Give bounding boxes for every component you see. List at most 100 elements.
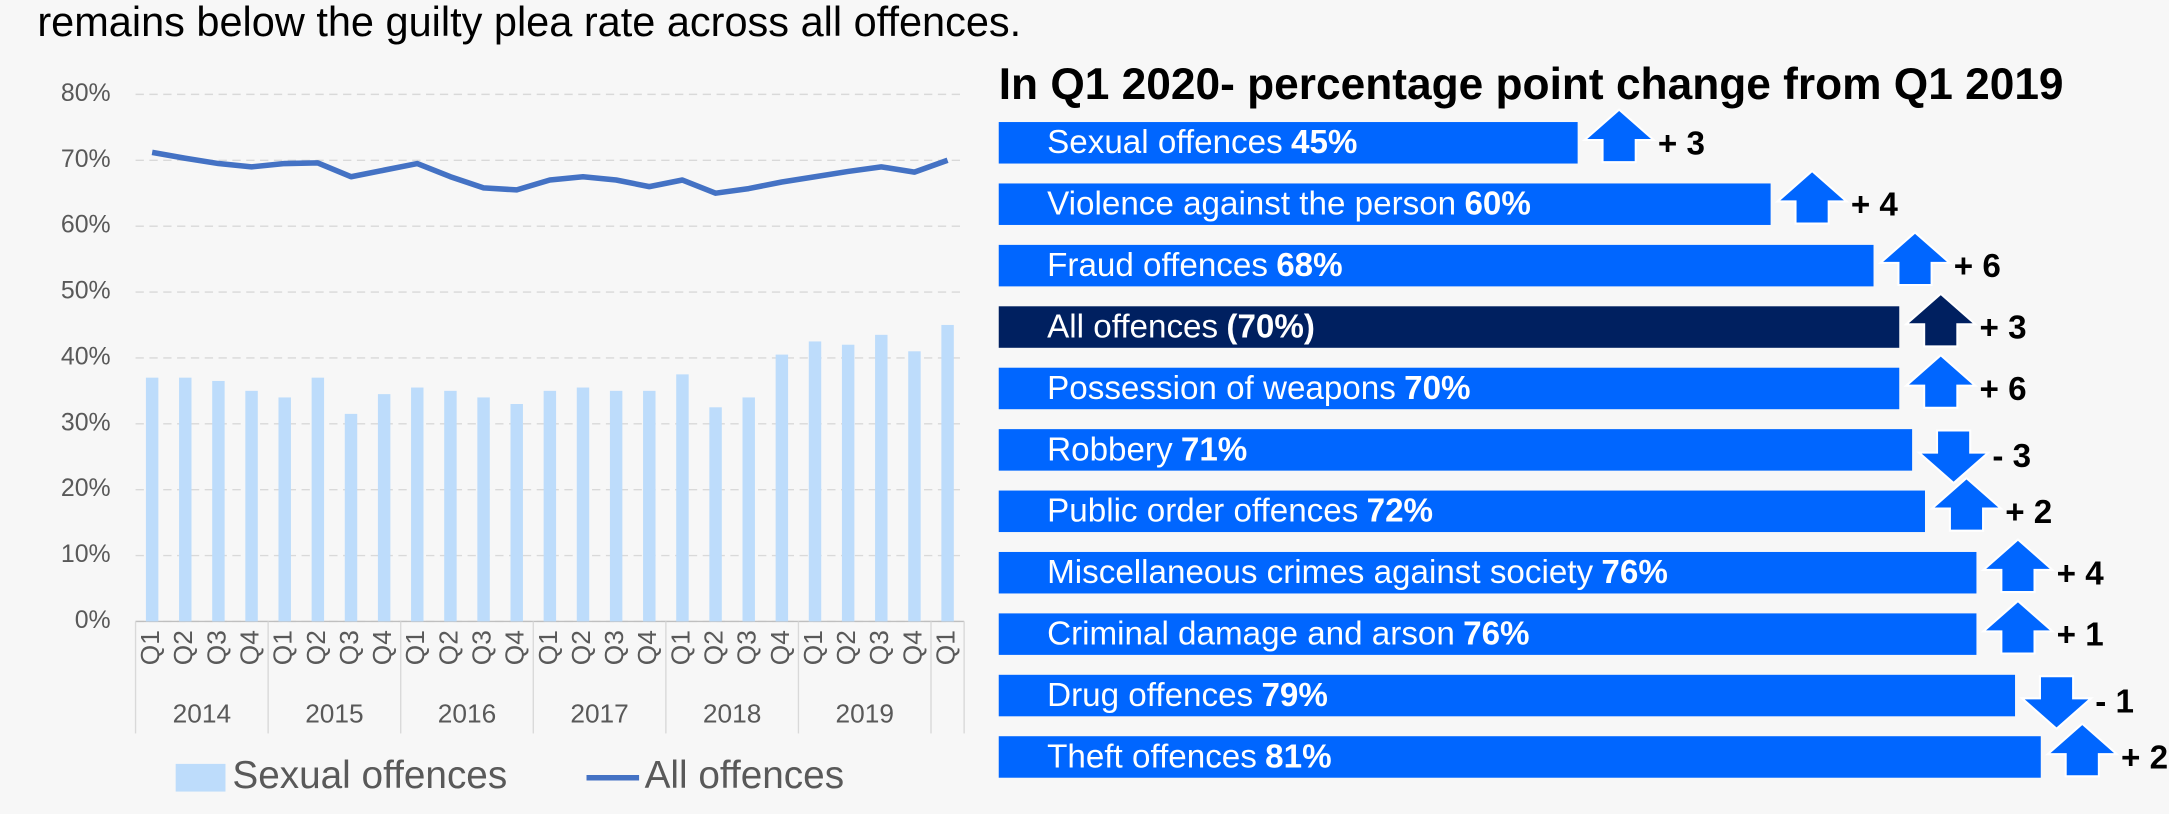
bar-label: Theft offences 81% xyxy=(1047,738,1331,775)
y-tick-label: 40% xyxy=(61,342,111,370)
bar xyxy=(311,377,325,622)
x-tick-label: Q2 xyxy=(831,630,861,665)
y-tick-label: 70% xyxy=(61,145,111,173)
bar-category: Sexual offences xyxy=(1047,124,1283,161)
x-tick-label: Q3 xyxy=(732,630,762,665)
x-tick-label: Q4 xyxy=(500,630,530,665)
up-arrow xyxy=(1877,231,1953,287)
bar xyxy=(841,344,855,622)
bar xyxy=(998,122,1578,164)
bar-category: Theft offences xyxy=(1047,738,1257,775)
bar xyxy=(344,413,358,622)
bar-category: Robbery xyxy=(1047,431,1173,468)
x-tick-label: Q3 xyxy=(201,630,231,665)
x-tick-label: Q1 xyxy=(400,630,430,665)
bar xyxy=(808,341,822,622)
x-group-label: 2014 xyxy=(173,698,231,728)
x-tick-label: Q1 xyxy=(533,630,563,665)
bar-value: 76% xyxy=(1463,615,1529,652)
up-arrow xyxy=(1929,476,2004,532)
bar-value: 79% xyxy=(1261,677,1327,714)
bar xyxy=(676,374,689,622)
bar xyxy=(998,183,1771,225)
bar-label: All offences (70%) xyxy=(1047,308,1315,345)
bar xyxy=(245,390,258,622)
x-tick-label: Q4 xyxy=(632,630,662,665)
bar xyxy=(709,407,722,622)
bar xyxy=(775,354,789,622)
down-arrow xyxy=(1916,429,1991,485)
x-tick-label: Q3 xyxy=(864,630,894,665)
x-tick-label: Q1 xyxy=(798,630,828,665)
bar xyxy=(212,380,225,622)
bar-value: 71% xyxy=(1181,431,1247,468)
y-tick-label: 30% xyxy=(61,408,111,436)
x-tick-label: Q4 xyxy=(897,630,927,665)
up-arrow xyxy=(1903,292,1979,348)
bar-category: Drug offences xyxy=(1047,677,1253,714)
bar xyxy=(875,334,888,622)
bar xyxy=(998,613,1977,655)
bar-category: Possession of weapons xyxy=(1047,370,1396,407)
y-tick-label: 80% xyxy=(61,79,111,107)
up-arrow xyxy=(1774,169,1850,225)
change-label: + 2 xyxy=(2121,740,2168,777)
x-group-label: 2018 xyxy=(703,698,761,728)
change-label: + 4 xyxy=(2057,555,2105,592)
down-arrow xyxy=(2019,675,2094,731)
bar-label: Criminal damage and arson 76% xyxy=(1047,615,1529,652)
bar xyxy=(998,490,1925,533)
x-group-label: 2016 xyxy=(438,698,496,728)
bar-value: (70%) xyxy=(1226,308,1315,345)
x-tick-label: Q4 xyxy=(235,630,265,665)
change-label: + 3 xyxy=(1658,125,1705,162)
bar xyxy=(998,367,1900,410)
bar-category: All offences xyxy=(1047,308,1218,345)
change-label: - 1 xyxy=(2095,684,2134,721)
legend-label: All offences xyxy=(645,754,844,797)
panel-title: In Q1 2020- percentage point change from… xyxy=(999,60,2064,109)
x-tick-label: Q2 xyxy=(433,630,463,665)
change-label: + 1 xyxy=(2057,617,2104,654)
bar xyxy=(278,397,291,622)
x-tick-label: Q3 xyxy=(334,630,364,665)
x-tick-label: Q3 xyxy=(599,630,629,665)
up-arrow xyxy=(1980,599,2056,655)
bar xyxy=(543,390,557,622)
x-tick-label: Q2 xyxy=(699,630,729,665)
bar xyxy=(998,306,1900,348)
bar xyxy=(576,387,590,622)
bar xyxy=(908,351,921,622)
x-tick-label: Q2 xyxy=(566,630,596,665)
bar-label: Public order offences 72% xyxy=(1047,492,1433,529)
bar xyxy=(411,387,424,622)
bar-label: Violence against the person 60% xyxy=(1047,185,1531,222)
x-group-label: 2017 xyxy=(570,698,628,728)
bar xyxy=(179,377,192,622)
bar-value: 76% xyxy=(1601,554,1667,591)
change-label: + 3 xyxy=(1979,310,2026,347)
x-tick-label: Q3 xyxy=(467,630,497,665)
x-group-label: 2015 xyxy=(305,698,363,728)
x-tick-label: Q1 xyxy=(268,630,298,665)
intro-text: remains below the guilty plea rate acros… xyxy=(37,0,1021,45)
bar-label: Miscellaneous crimes against society 76% xyxy=(1047,554,1668,591)
x-group-label: 2019 xyxy=(836,698,894,728)
x-tick-label: Q4 xyxy=(367,630,397,665)
bar-label: Possession of weapons 70% xyxy=(1047,370,1470,407)
x-tick-label: Q2 xyxy=(301,630,331,665)
legend-swatch xyxy=(175,763,226,792)
bar-label: Drug offences 79% xyxy=(1047,677,1328,714)
bar-category: Public order offences xyxy=(1047,492,1358,529)
change-label: + 6 xyxy=(1979,371,2026,408)
bar xyxy=(742,397,755,622)
change-label: + 6 xyxy=(1954,248,2001,285)
bar-category: Criminal damage and arson xyxy=(1047,615,1455,652)
bar-value: 70% xyxy=(1404,370,1470,407)
bar xyxy=(643,390,656,622)
bar-category: Miscellaneous crimes against society xyxy=(1047,554,1593,591)
up-arrow xyxy=(1581,108,1657,164)
up-arrow xyxy=(1980,538,2056,594)
